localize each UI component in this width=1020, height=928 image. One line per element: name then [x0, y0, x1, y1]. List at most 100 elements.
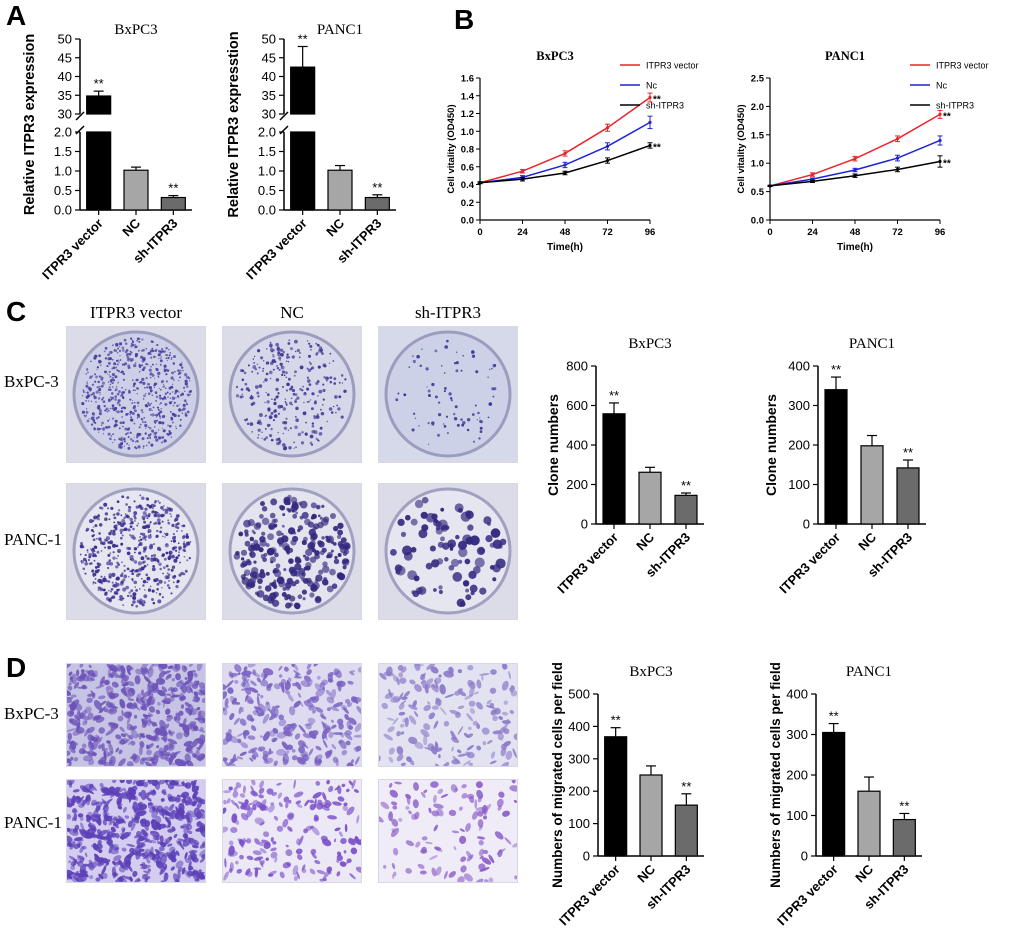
colony-dot — [126, 442, 129, 445]
colony-dot — [119, 359, 122, 361]
migrated-cell — [413, 782, 419, 791]
migrated-cell — [176, 840, 182, 847]
migrated-cell — [97, 817, 102, 826]
migrated-cell — [227, 728, 232, 734]
colony-dot — [257, 578, 263, 584]
colony-dot — [163, 351, 165, 353]
colony-dot — [471, 413, 475, 416]
colony-dot — [257, 434, 260, 436]
chart-title: BxPC3 — [114, 24, 157, 38]
migrated-cell — [117, 815, 126, 824]
colony-dot — [289, 401, 293, 405]
migrated-cell — [258, 787, 265, 794]
migrated-cell — [116, 796, 122, 806]
colony-dot — [104, 512, 109, 516]
y-axis-label: Clone numbers — [545, 394, 561, 496]
colony-dot — [90, 360, 92, 363]
colony-dot — [107, 566, 110, 570]
data-point — [810, 179, 815, 183]
colony-dot — [141, 364, 144, 367]
migrated-cell — [195, 695, 201, 701]
migrated-cell — [184, 851, 188, 860]
migrated-cell — [183, 665, 188, 671]
migrated-cell — [163, 852, 169, 857]
migrated-cell — [399, 677, 407, 684]
colony-dot — [244, 532, 249, 537]
colony-dot — [108, 559, 112, 562]
migrated-cell — [262, 674, 269, 681]
colony-dot — [134, 344, 136, 346]
migrated-cell — [306, 664, 312, 670]
migrated-cell — [262, 753, 269, 761]
migrated-cell — [154, 853, 161, 860]
colony-dot — [146, 437, 149, 440]
migrated-cell — [239, 854, 244, 860]
migrated-cell — [343, 850, 347, 854]
migrated-cell — [291, 755, 298, 761]
colony-dot — [128, 505, 132, 510]
colony-dot — [265, 361, 270, 365]
colony-dot — [414, 417, 417, 420]
colony-dot — [287, 360, 290, 363]
colony-dot — [87, 400, 90, 402]
colony-dot — [110, 396, 112, 398]
colony-dot — [141, 515, 146, 520]
migrated-cell — [259, 821, 265, 826]
migrated-cell — [293, 676, 302, 679]
colony-dot — [336, 404, 339, 407]
axis-break-mark — [75, 111, 85, 121]
colony-dot — [286, 382, 290, 387]
colony-dot — [165, 368, 168, 372]
migrated-cell — [246, 714, 253, 721]
y-tick-label: 2.5 — [751, 74, 765, 85]
colony-dot — [246, 558, 251, 564]
colony-dot — [118, 443, 122, 447]
migrated-cell — [179, 685, 184, 690]
migrated-cell — [466, 744, 474, 751]
migrated-cell — [67, 761, 72, 766]
colony-dot — [259, 514, 264, 519]
migrated-cell — [438, 674, 442, 678]
migrated-cell — [251, 725, 257, 732]
migrated-cell — [230, 826, 238, 834]
colony-dot — [492, 395, 495, 398]
colony-dot — [137, 546, 139, 548]
migrated-cell — [82, 720, 88, 726]
colony-dot — [268, 415, 273, 420]
colony-dot — [288, 566, 296, 574]
migrated-cell — [247, 735, 256, 740]
colony-dot — [412, 355, 414, 358]
migrated-cell — [482, 804, 487, 814]
migrated-cell — [105, 815, 113, 821]
colony-dot — [434, 395, 438, 399]
migrated-cell — [478, 825, 483, 831]
colony-dot — [109, 418, 111, 420]
legend-label-nc: Nc — [936, 81, 947, 91]
migrated-cell — [291, 664, 295, 668]
colony-dot — [390, 549, 397, 556]
migrated-cell — [232, 790, 239, 798]
colony-dot — [318, 431, 323, 436]
colony-dot — [257, 436, 260, 439]
colony-dot — [462, 421, 466, 425]
colony-dot — [170, 358, 173, 361]
migrated-cell — [184, 753, 191, 763]
colony-dot — [338, 381, 341, 384]
migrated-cell — [198, 869, 202, 873]
migrated-cell — [285, 849, 293, 857]
colony-dot — [129, 594, 133, 598]
migrated-cell — [351, 780, 356, 789]
migrated-cell — [467, 726, 472, 731]
migrated-cell — [391, 862, 396, 870]
migrated-cell — [265, 857, 269, 861]
colony-dot — [155, 348, 158, 351]
migrated-cell — [168, 674, 172, 679]
migrated-cell — [509, 710, 514, 714]
colony-dot — [308, 383, 312, 386]
colony-dot — [119, 595, 123, 599]
colony-dot — [129, 350, 132, 353]
colony-dot — [139, 494, 142, 497]
colony-dot — [97, 565, 100, 568]
colony-dot — [79, 553, 82, 556]
colony-dot — [102, 427, 106, 431]
